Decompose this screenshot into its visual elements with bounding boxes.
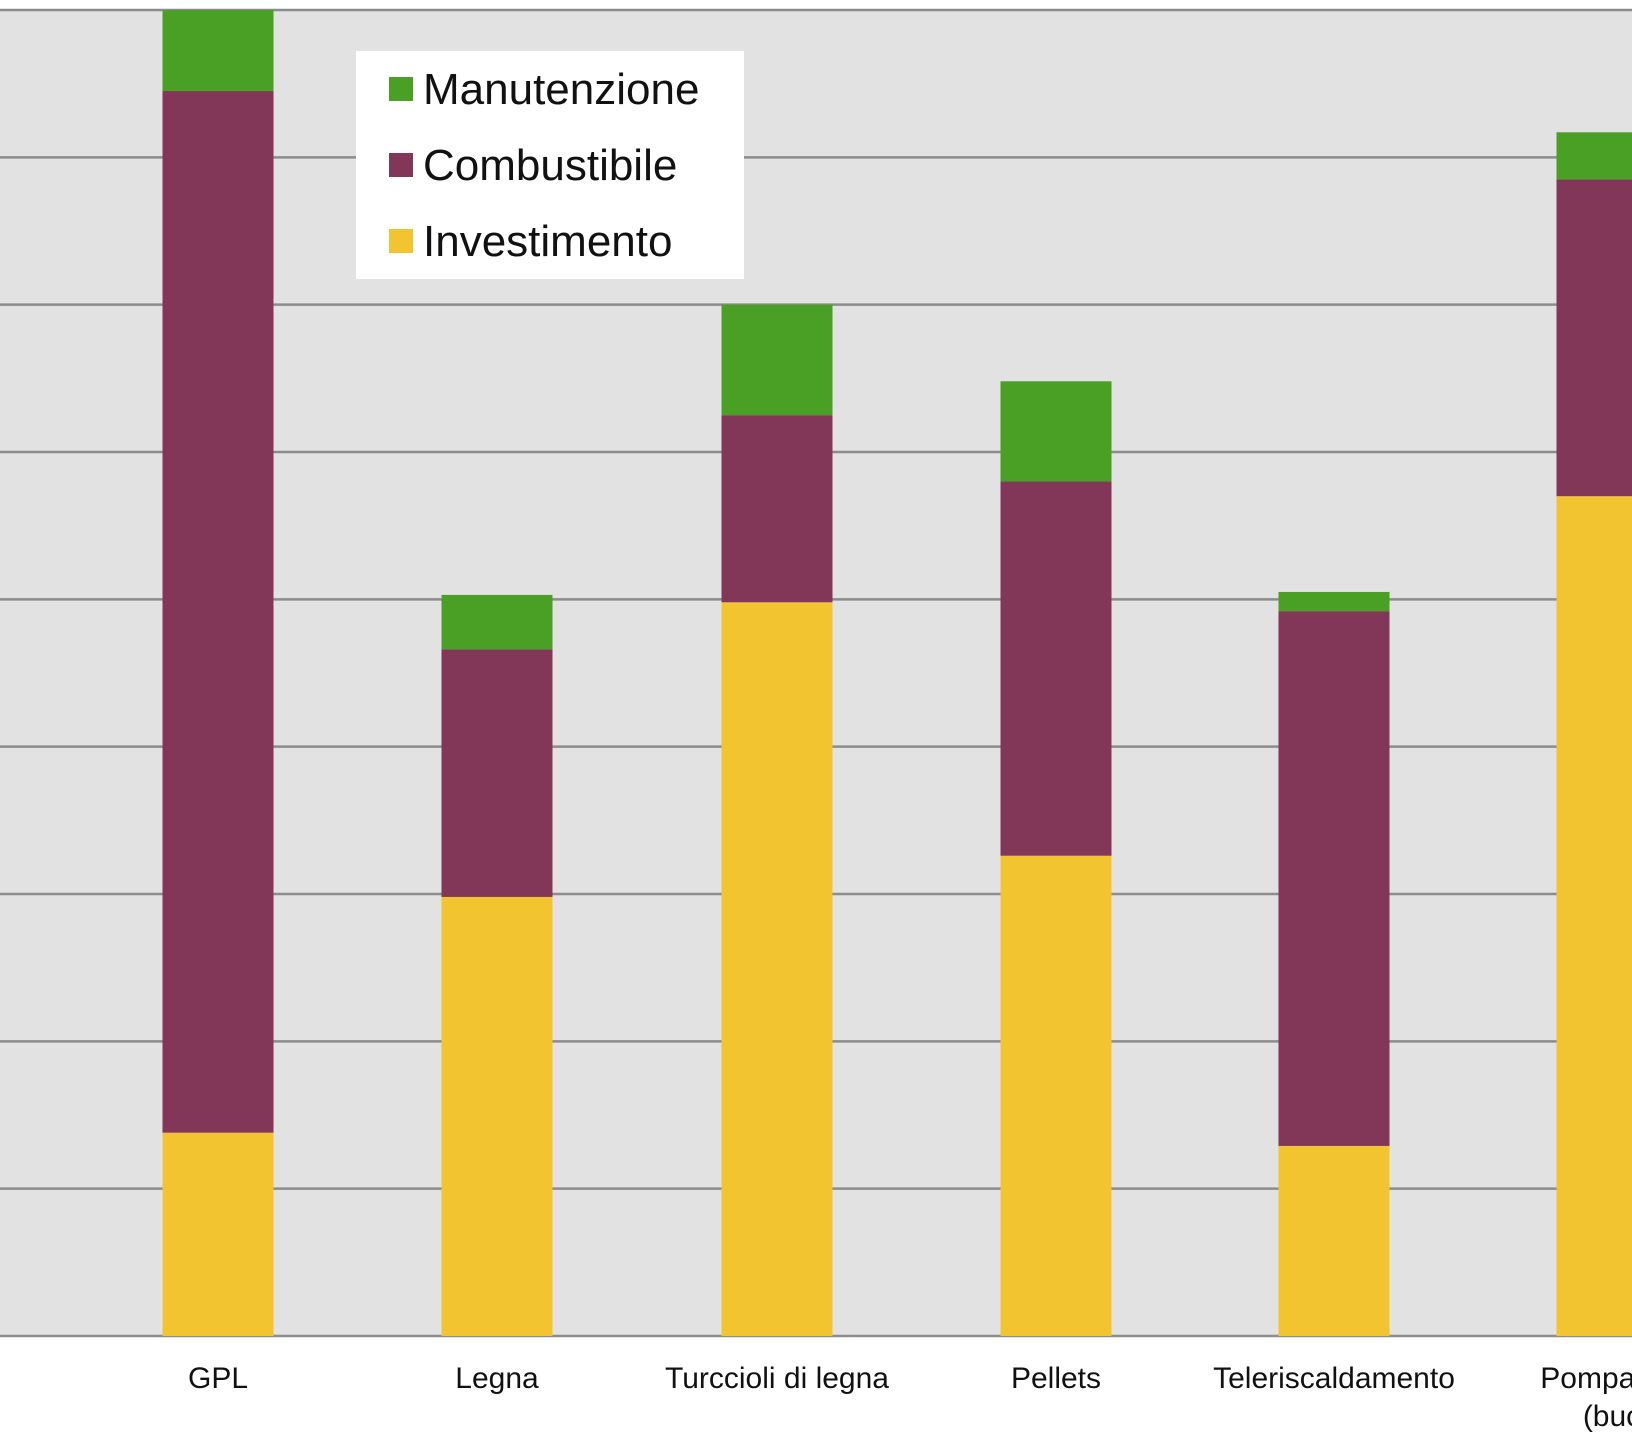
bars	[162, 10, 1632, 1336]
bar-segment-manutenzione	[1000, 381, 1112, 482]
bar-segment-combustibile	[441, 649, 553, 897]
legend-swatch	[389, 153, 413, 177]
x-tick-label: Teleriscaldamento	[1213, 1362, 1455, 1395]
legend-label: Manutenzione	[423, 65, 699, 114]
bar-segment-investimento	[162, 1132, 274, 1336]
x-axis-labels: GPL Legna Turccioli di legna Pellets Teleris…	[188, 1362, 1632, 1433]
legend-swatch	[389, 77, 413, 101]
bar-segment-combustibile	[721, 415, 833, 603]
bar-segment-investimento	[441, 896, 553, 1336]
legend-box	[356, 51, 744, 279]
x-tick-label: Legna	[455, 1362, 539, 1395]
bar-segment-combustibile	[1278, 611, 1390, 1146]
bar-segment-investimento	[1278, 1145, 1390, 1336]
bar-segment-investimento	[1000, 855, 1112, 1336]
x-tick-label: Pompa die(buc	[1540, 1362, 1632, 1433]
bar-segment-investimento	[721, 602, 833, 1336]
bar-segment-manutenzione	[1556, 132, 1632, 180]
bar-segment-combustibile	[1000, 481, 1112, 856]
bar-segment-manutenzione	[162, 10, 274, 92]
bar-segment-combustibile	[162, 91, 274, 1133]
legend: Manutenzione Combustibile Investimento	[356, 51, 744, 279]
x-tick-label: Turccioli di legna	[665, 1362, 889, 1395]
x-tick-label: GPL	[188, 1362, 248, 1395]
bar-segment-manutenzione	[721, 304, 833, 416]
legend-label: Investimento	[423, 217, 672, 266]
x-tick-label: Pellets	[1011, 1362, 1101, 1395]
bar-segment-combustibile	[1556, 179, 1632, 497]
legend-label: Combustibile	[423, 141, 677, 190]
legend-swatch	[389, 229, 413, 253]
bar-segment-manutenzione	[1278, 591, 1390, 612]
bar-segment-investimento	[1556, 496, 1632, 1336]
bar-segment-manutenzione	[441, 594, 553, 650]
